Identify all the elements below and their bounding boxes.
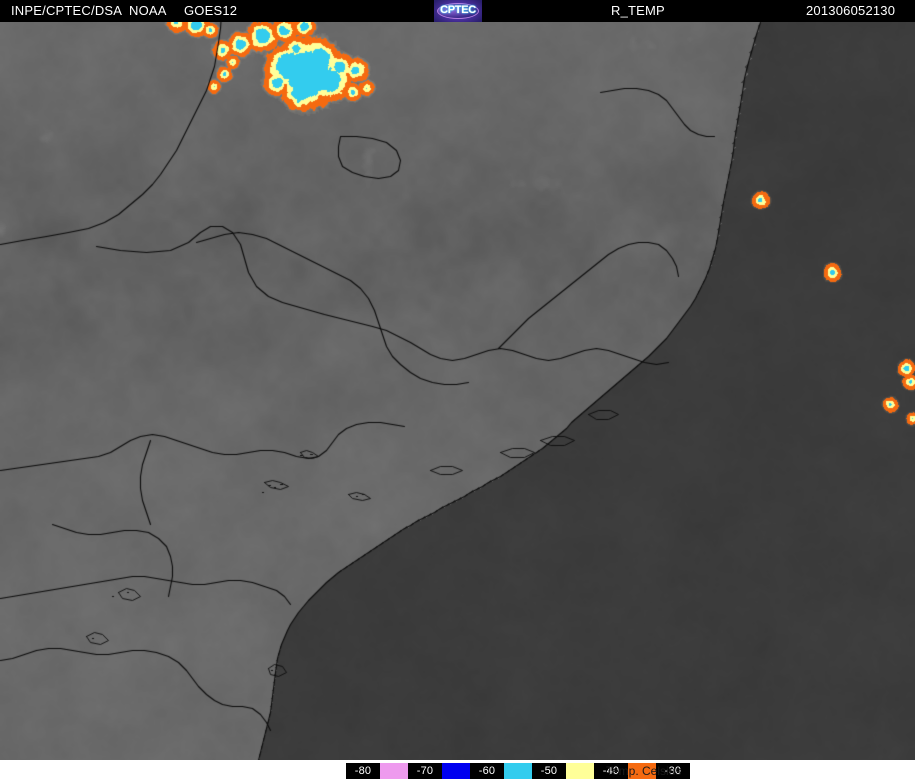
header-bar: INPE/CPTEC/DSA NOAA GOES12 R_TEMP 201306… <box>0 0 915 22</box>
legend-swatch-pink <box>380 763 408 779</box>
product-label: R_TEMP <box>611 3 665 18</box>
logo-text: CPTEC <box>440 4 476 16</box>
legend-value-minus70: -70 <box>408 763 442 779</box>
color-legend: -80 -70 -60 -50 -40 -30 Temp. Celsius <box>0 760 915 782</box>
legend-value-minus80: -80 <box>346 763 380 779</box>
agency-label: INPE/CPTEC/DSA <box>11 3 123 18</box>
legend-swatch-blue <box>442 763 470 779</box>
timestamp-label: 201306052130 <box>806 3 896 18</box>
satellite-name-label: GOES12 <box>184 3 238 18</box>
satellite-owner-label: NOAA <box>129 3 167 18</box>
legend-swatch-orange <box>628 763 656 779</box>
legend-caption: Temp. Celsius <box>606 764 682 778</box>
legend-swatch-white <box>318 763 346 779</box>
legend-swatch-yellow <box>566 763 594 779</box>
legend-value-minus60: -60 <box>470 763 504 779</box>
logo-ellipse <box>437 3 479 19</box>
legend-swatch-cyan <box>504 763 532 779</box>
legend-scale: -80 -70 -60 -50 -40 -30 <box>318 763 690 779</box>
cptec-logo-icon: CPTEC <box>434 0 482 22</box>
legend-value-minus30: -30 <box>656 763 690 779</box>
satellite-image-canvas <box>0 0 915 760</box>
legend-value-minus50: -50 <box>532 763 566 779</box>
legend-value-minus40: -40 <box>594 763 628 779</box>
